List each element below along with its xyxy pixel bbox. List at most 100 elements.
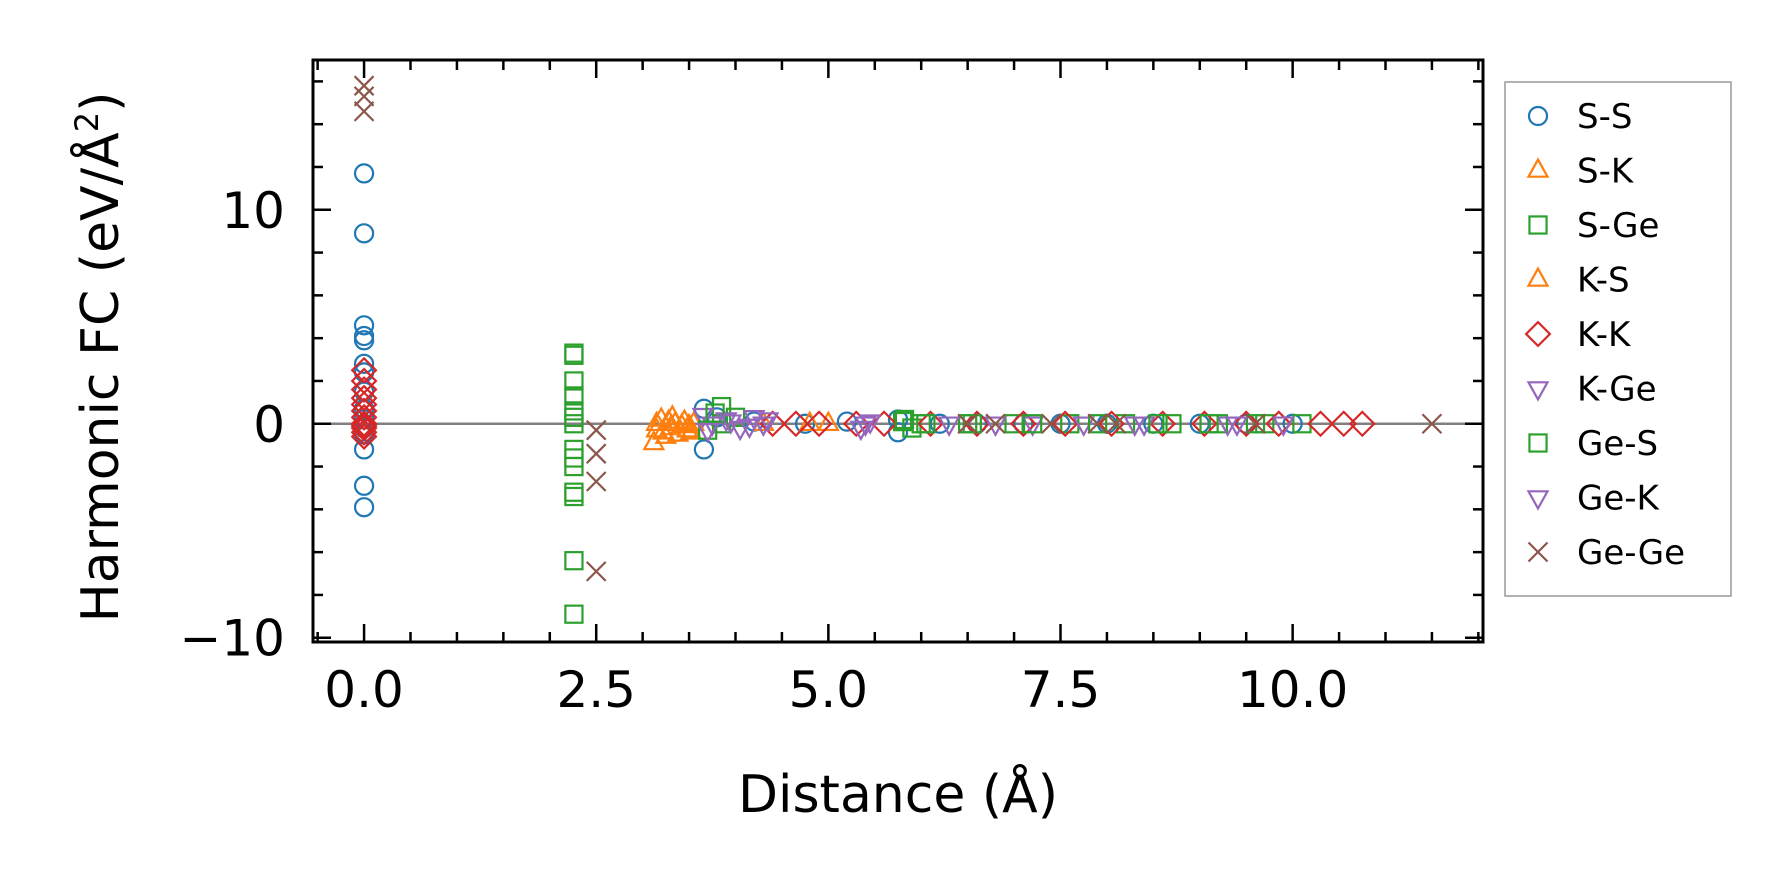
tick-labels: 0.0 2.5 5.0 7.5 10.0 −10 0 10 xyxy=(179,182,1348,719)
data-point xyxy=(1292,414,1312,434)
x-tick-label: 7.5 xyxy=(1021,661,1101,719)
legend-marker xyxy=(1527,541,1549,563)
data-point xyxy=(353,75,375,96)
data-point xyxy=(1421,413,1443,435)
data-point xyxy=(759,410,787,438)
y-axis-title-superscript: 2 xyxy=(68,112,106,132)
data-point xyxy=(350,376,378,403)
legend-marker xyxy=(1527,105,1549,127)
data-point xyxy=(751,416,775,437)
data-point xyxy=(756,412,780,433)
data-point xyxy=(564,414,584,434)
data-point xyxy=(675,416,699,438)
series-s-ge xyxy=(564,343,1312,624)
data-point xyxy=(564,456,584,477)
data-point xyxy=(1190,410,1218,438)
data-point xyxy=(795,413,816,434)
x-tick-label: 10.0 xyxy=(1237,661,1348,719)
y-tick-label: 10 xyxy=(221,182,285,240)
legend-label: Ge-S xyxy=(1577,424,1658,464)
legend-marker xyxy=(1526,157,1550,178)
data-point xyxy=(564,551,584,571)
legend-marker xyxy=(1528,433,1548,453)
data-point xyxy=(1022,414,1043,434)
data-point xyxy=(353,315,375,336)
data-point xyxy=(887,422,909,443)
legend-marker xyxy=(1526,381,1550,402)
data-point xyxy=(1040,413,1062,435)
data-point xyxy=(564,371,584,391)
data-point xyxy=(916,414,936,434)
data-point xyxy=(1123,416,1147,437)
data-point xyxy=(564,345,584,365)
plot-frame xyxy=(311,58,1485,644)
data-point xyxy=(962,414,982,434)
data-point xyxy=(816,410,840,432)
data-point xyxy=(1051,410,1079,438)
data-point xyxy=(805,410,833,438)
legend-label: K-K xyxy=(1577,315,1632,355)
data-point xyxy=(858,414,882,435)
data-point xyxy=(585,471,607,492)
series-ge-k xyxy=(696,412,1249,444)
axis-ticks xyxy=(313,60,1483,642)
data-point xyxy=(670,412,694,434)
data-point xyxy=(1087,413,1108,435)
data-point xyxy=(353,223,375,244)
data-point xyxy=(564,604,584,624)
legend-marker xyxy=(1526,490,1550,511)
series-ge-ge xyxy=(353,75,1443,582)
data-point xyxy=(854,416,877,437)
data-point xyxy=(1087,414,1108,434)
data-point xyxy=(657,408,681,429)
data-point xyxy=(985,413,1006,435)
data-point xyxy=(353,163,375,184)
data-point xyxy=(1162,414,1182,434)
y-tick-label: 0 xyxy=(253,396,285,454)
data-point xyxy=(564,482,584,502)
legend: S-S S-K S-Ge K-S K-K K-Ge Ge-S Ge-K Ge-Ge xyxy=(1504,81,1732,597)
data-point xyxy=(963,410,991,438)
x-tick-label: 2.5 xyxy=(556,661,636,719)
data-point xyxy=(1004,414,1024,434)
data-point xyxy=(353,325,375,347)
data-point xyxy=(984,416,1007,437)
data-point xyxy=(353,330,375,351)
x-tick-label: 5.0 xyxy=(789,661,869,719)
legend-label: S-K xyxy=(1577,152,1635,192)
series-s-s xyxy=(353,163,1303,518)
x-axis-title: Distance (Å) xyxy=(738,763,1058,825)
data-point xyxy=(585,419,607,441)
data-point xyxy=(1245,414,1266,434)
y-tick-label: −10 xyxy=(179,610,285,668)
data-point xyxy=(350,423,378,451)
data-point xyxy=(350,412,378,440)
data-point xyxy=(350,397,378,425)
data-point xyxy=(585,443,607,464)
data-point xyxy=(894,409,915,430)
legend-marker xyxy=(1528,215,1548,235)
data-point xyxy=(654,423,678,444)
data-point xyxy=(849,420,873,442)
data-point xyxy=(917,410,944,438)
legend-marker xyxy=(1524,320,1552,348)
data-point xyxy=(1225,416,1249,437)
y-axis-title: Harmonic FC (eV/Å2) xyxy=(68,92,131,623)
data-point xyxy=(564,486,584,507)
data-point xyxy=(645,410,668,432)
legend-label: Ge-Ge xyxy=(1577,533,1685,573)
legend-label: S-S xyxy=(1577,97,1632,137)
x-tick-label: 0.0 xyxy=(324,661,404,719)
y-axis-title-main: Harmonic FC (eV/Å xyxy=(69,132,131,623)
data-point xyxy=(350,414,378,442)
legend-label: S-Ge xyxy=(1577,206,1659,246)
data-point xyxy=(693,439,715,460)
data-point xyxy=(1271,416,1295,437)
legend-label: Ge-K xyxy=(1577,479,1661,519)
y-axis-title-close: ) xyxy=(71,92,131,112)
data-point xyxy=(738,418,761,440)
data-point xyxy=(353,353,375,374)
data-point xyxy=(1245,413,1266,435)
data-points xyxy=(350,75,1443,624)
data-point xyxy=(564,386,584,406)
